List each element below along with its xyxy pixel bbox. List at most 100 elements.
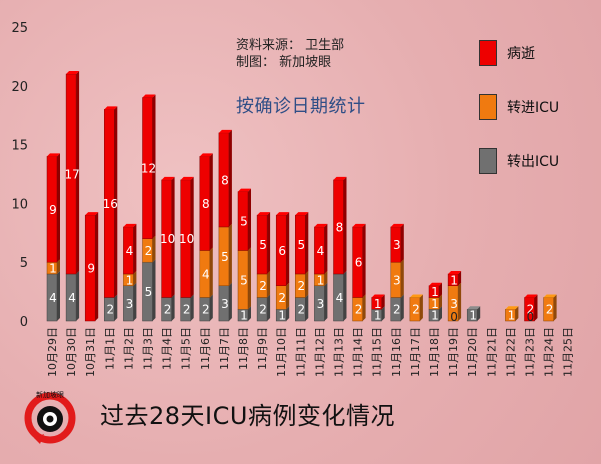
bar-side (190, 294, 194, 321)
bar-value-label: 2 (183, 303, 191, 317)
bar-side (419, 294, 423, 321)
bar-value-label: 2 (297, 303, 305, 317)
bar-top (505, 306, 519, 310)
bar-value-label: 2 (164, 303, 172, 317)
bar-side (57, 270, 60, 321)
bar-side (209, 153, 213, 251)
bar-top (390, 223, 404, 227)
x-tick-label: 11月3日 (142, 327, 155, 370)
source-note: 资料来源： 卫生部 制图： 新加坡眼 (236, 37, 344, 71)
bar-top (276, 212, 290, 216)
bar-value-label: 6 (355, 256, 363, 270)
bar-side (152, 94, 156, 239)
bar-value-label: 1 (278, 309, 286, 323)
bar-value-label: 8 (202, 197, 210, 211)
bar-value-label: 1 (49, 262, 57, 276)
bar-side (57, 259, 60, 274)
bar-side (400, 259, 404, 298)
x-tick-label: 11月16日 (390, 327, 403, 377)
brand-logo: 新加坡眼 (24, 390, 76, 444)
x-tick-label: 11月2日 (122, 327, 135, 370)
bar-side (553, 294, 557, 321)
x-tick-label: 11月21日 (485, 327, 498, 377)
x-tick-label: 10月31日 (84, 327, 97, 377)
x-tick-label: 10月30日 (65, 327, 78, 377)
bar-side (439, 294, 442, 310)
bar-side (171, 176, 175, 298)
bar-side (248, 306, 251, 321)
bar-value-label: 12 (141, 162, 156, 176)
bar-side (267, 270, 271, 298)
x-tick-label: 11月10日 (275, 327, 288, 377)
bar-side (133, 270, 137, 286)
bar-side (515, 306, 519, 321)
x-tick-label: 11月15日 (371, 327, 384, 377)
bar-side (343, 176, 347, 274)
bar-value-label: 4 (68, 291, 76, 305)
credit-line: 制图： 新加坡眼 (236, 55, 332, 70)
bar-value-label: 2 (546, 303, 554, 317)
bar-value-label: 1 (508, 309, 516, 323)
bar-value-label: 3 (126, 297, 134, 311)
bar-value-label: 4 (336, 291, 344, 305)
bar-top (123, 223, 137, 227)
legend-item-out-icu: 转出ICU (479, 148, 589, 174)
bar-value-label: 5 (240, 215, 248, 229)
bar-top (409, 294, 423, 298)
bar-value-label: 3 (393, 238, 401, 252)
bar-top (142, 94, 156, 98)
bar-value-label: 1 (240, 309, 248, 323)
x-tick-label: 11月12日 (313, 327, 326, 377)
bar-side (57, 153, 60, 263)
bar-side (228, 129, 232, 227)
legend: 病逝 转进ICU 转出ICU (479, 40, 589, 202)
bar-side (324, 282, 328, 321)
bar-side (267, 294, 271, 321)
bar-side (228, 223, 232, 286)
bar-side (343, 270, 347, 321)
bar-value-label: 10 (179, 232, 194, 246)
bar-side (381, 306, 385, 321)
bar-value-label: 2 (297, 279, 305, 293)
bar-value-label: 17 (64, 168, 79, 182)
bar-side (458, 270, 462, 286)
x-tick-label: 11月22日 (504, 327, 517, 377)
zero-value-label: 0 (450, 310, 458, 324)
bar-side (324, 223, 328, 274)
bar-value-label: 16 (103, 197, 118, 211)
bar-top (47, 153, 60, 157)
legend-swatch-death (479, 40, 497, 66)
bar-value-label: 1 (431, 285, 439, 299)
bar-value-label: 1 (317, 273, 325, 287)
y-tick-label: 15 (11, 139, 28, 154)
chart-subtitle: 按确诊日期统计 (236, 96, 366, 117)
bar-top (314, 223, 328, 227)
chart-title: 过去28天ICU病例变化情况 (100, 402, 395, 430)
bar-top (352, 223, 366, 227)
bar-top (257, 212, 271, 216)
bar-value-label: 2 (393, 303, 401, 317)
bar-top (448, 270, 462, 274)
x-tick-label: 11月18日 (428, 327, 441, 377)
bar-side (381, 294, 385, 310)
bar-value-label: 4 (126, 244, 134, 258)
bar-side (133, 282, 137, 321)
x-tick-label: 11月24日 (543, 327, 556, 377)
bar-side (458, 282, 462, 321)
bar-side (305, 270, 309, 298)
bar-top (371, 294, 385, 298)
bar-side (228, 282, 232, 321)
bar-value-label: 5 (145, 285, 153, 299)
y-tick-label: 5 (20, 256, 28, 271)
bar-side (76, 270, 80, 321)
x-tick-label: 10月29日 (46, 327, 59, 377)
bar-side (95, 212, 99, 321)
bar-value-label: 5 (259, 238, 267, 252)
bar-value-label: 3 (317, 297, 325, 311)
bar-value-label: 2 (527, 303, 535, 317)
bar-value-label: 9 (49, 203, 57, 217)
bar-value-label: 3 (221, 297, 229, 311)
bar-value-label: 1 (450, 273, 458, 287)
bar-value-label: 4 (202, 267, 210, 281)
